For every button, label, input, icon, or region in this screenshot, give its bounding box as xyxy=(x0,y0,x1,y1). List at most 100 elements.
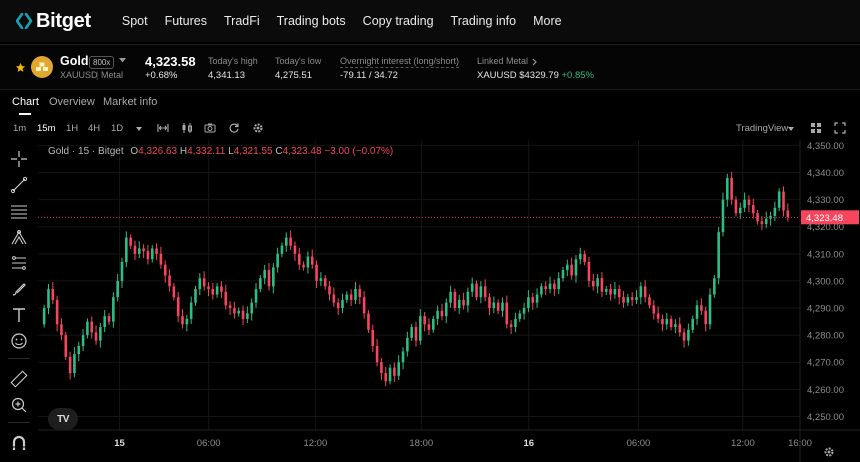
brand-logo[interactable]: Bitget xyxy=(16,10,91,33)
reset-icon[interactable] xyxy=(228,122,240,134)
fullscreen-icon[interactable] xyxy=(834,122,846,134)
candle-body xyxy=(228,305,232,309)
pitchfork-icon[interactable] xyxy=(10,228,28,246)
candle-body xyxy=(220,286,223,292)
brush-icon[interactable] xyxy=(10,280,28,298)
candle-body xyxy=(410,327,413,338)
nav-more[interactable]: More xyxy=(533,14,562,28)
linked-row: XAUUSD $4329.79 +0.85% xyxy=(477,70,594,81)
candle-body xyxy=(146,251,150,260)
candle-body xyxy=(682,332,686,341)
symbol-name[interactable]: Gold xyxy=(60,54,89,68)
candle-body xyxy=(142,248,145,252)
trend-line-icon[interactable] xyxy=(10,176,28,194)
candle-body xyxy=(643,286,647,298)
tab-market-info[interactable]: Market info xyxy=(103,96,158,108)
candle-body xyxy=(505,302,509,325)
y-tick-label: 4,320.00 xyxy=(807,222,844,233)
candle-body xyxy=(782,191,785,211)
interval-1d[interactable]: 1D xyxy=(111,123,124,134)
crosshair-icon[interactable] xyxy=(10,150,28,168)
text-tool-icon[interactable] xyxy=(10,306,28,324)
candle-body xyxy=(423,316,426,325)
interval-1h[interactable]: 1H xyxy=(66,123,79,134)
watermark-text: TV xyxy=(57,413,69,425)
x-tick-label: 12:00 xyxy=(303,438,327,449)
candle-body xyxy=(656,313,660,319)
candle-body xyxy=(155,248,158,254)
candle-body xyxy=(64,335,68,357)
candle-body xyxy=(306,256,310,268)
chevron-down-icon[interactable] xyxy=(119,58,126,63)
fib-retracement-icon[interactable] xyxy=(10,254,28,272)
interval-dropdown-icon[interactable] xyxy=(136,127,142,131)
ruler-icon[interactable] xyxy=(10,370,28,388)
chevron-right-icon[interactable] xyxy=(532,58,537,66)
high-label: Today's high xyxy=(208,56,258,66)
nav-trading-bots[interactable]: Trading bots xyxy=(276,14,346,28)
tradingview-watermark[interactable]: TV xyxy=(48,408,78,430)
nav-trading-info[interactable]: Trading info xyxy=(450,14,517,28)
candle-body xyxy=(181,316,184,325)
price-chart[interactable]: 4,350.00 4,340.00 4,330.00 4,320.00 4,310.00… xyxy=(38,140,860,462)
candle-body xyxy=(730,177,733,200)
brand-name: Bitget xyxy=(36,9,91,32)
candle-body xyxy=(540,286,543,295)
candle-body xyxy=(726,177,729,200)
candle-body xyxy=(561,270,565,279)
nav-tradfi[interactable]: TradFi xyxy=(223,14,260,28)
candle-body xyxy=(211,289,215,295)
emoji-icon[interactable] xyxy=(10,332,28,350)
candle-body xyxy=(81,335,85,346)
legend-high: 4,332.11 xyxy=(187,146,226,157)
candle-body xyxy=(310,256,314,265)
y-tick-label: 4,330.00 xyxy=(807,195,844,206)
tab-chart[interactable]: Chart xyxy=(12,96,39,108)
last-price: 4,323.58 xyxy=(145,54,196,69)
legend-low-label: L xyxy=(228,146,234,157)
candle-body xyxy=(202,278,206,287)
candle-body xyxy=(60,324,63,336)
y-tick-label: 4,270.00 xyxy=(807,358,844,369)
legend-high-label: H xyxy=(179,146,188,157)
nav-spot[interactable]: Spot xyxy=(121,14,148,28)
candle-body xyxy=(501,302,504,311)
interval-4h[interactable]: 4H xyxy=(88,123,101,134)
candle-body xyxy=(332,294,336,303)
axis-settings-icon[interactable] xyxy=(823,446,835,458)
magnet-icon[interactable] xyxy=(10,434,28,452)
camera-icon[interactable] xyxy=(204,122,216,134)
compare-icon[interactable] xyxy=(157,122,169,134)
candle-body xyxy=(380,362,383,374)
linked-label[interactable]: Linked Metal xyxy=(477,56,529,66)
candle-body xyxy=(514,318,517,328)
x-tick-label: 06:00 xyxy=(197,438,221,449)
view-mode-select[interactable]: TradingView xyxy=(736,123,789,134)
favorite-star-icon[interactable] xyxy=(15,62,26,73)
layout-grid-icon[interactable] xyxy=(810,122,822,134)
candle-body xyxy=(462,299,465,306)
candle-body xyxy=(574,259,578,276)
settings-gear-icon[interactable] xyxy=(252,122,264,134)
candle-body xyxy=(198,278,202,290)
nav-futures[interactable]: Futures xyxy=(164,14,207,28)
legend-title: Gold · 15 · Bitget xyxy=(48,146,124,157)
candle-body xyxy=(609,289,612,295)
interest-label[interactable]: Overnight interest (long/short) xyxy=(340,56,460,68)
ohlc-legend: Gold · 15 · Bitget O4,326.63 H4,332.11 L… xyxy=(48,146,393,157)
horizontal-lines-icon[interactable] xyxy=(10,202,28,220)
candle-body xyxy=(695,305,699,319)
candle-body xyxy=(457,299,461,309)
candle-body xyxy=(708,294,712,325)
nav-copy-trading[interactable]: Copy trading xyxy=(362,14,434,28)
interval-15m[interactable]: 15m xyxy=(37,123,56,134)
candle-body xyxy=(518,313,522,319)
candle-type-icon[interactable] xyxy=(181,122,193,134)
tab-overview[interactable]: Overview xyxy=(49,96,95,108)
zoom-in-icon[interactable] xyxy=(10,396,28,414)
candle-body xyxy=(77,345,81,355)
interval-1m[interactable]: 1m xyxy=(13,123,27,134)
candle-body xyxy=(406,337,409,352)
view-mode-dropdown-icon[interactable] xyxy=(788,127,794,131)
candle-body xyxy=(172,286,176,298)
